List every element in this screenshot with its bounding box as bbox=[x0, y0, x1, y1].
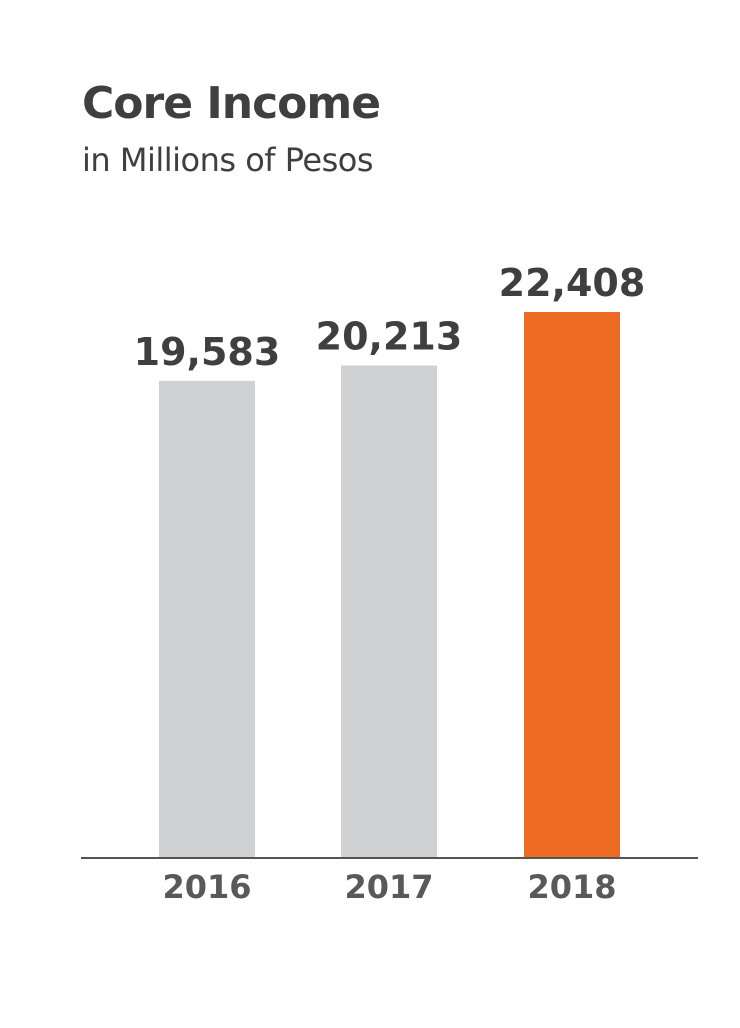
tick-labels-group: 2016 2017 2018 bbox=[162, 868, 616, 906]
bar-2016 bbox=[159, 380, 255, 858]
chart-subtitle: in Millions of Pesos bbox=[82, 141, 374, 179]
bar-2017 bbox=[341, 365, 437, 858]
tick-label-2018: 2018 bbox=[527, 868, 616, 906]
value-label-2017: 20,213 bbox=[316, 314, 463, 358]
tick-label-2017: 2017 bbox=[344, 868, 433, 906]
value-label-2018: 22,408 bbox=[499, 261, 646, 305]
value-label-2016: 19,583 bbox=[134, 330, 281, 374]
tick-label-2016: 2016 bbox=[162, 868, 251, 906]
chart-title: Core Income bbox=[82, 78, 381, 129]
value-labels-group: 19,583 20,213 22,408 bbox=[134, 261, 646, 374]
bar-2018 bbox=[524, 312, 620, 858]
bars-group bbox=[159, 312, 620, 858]
